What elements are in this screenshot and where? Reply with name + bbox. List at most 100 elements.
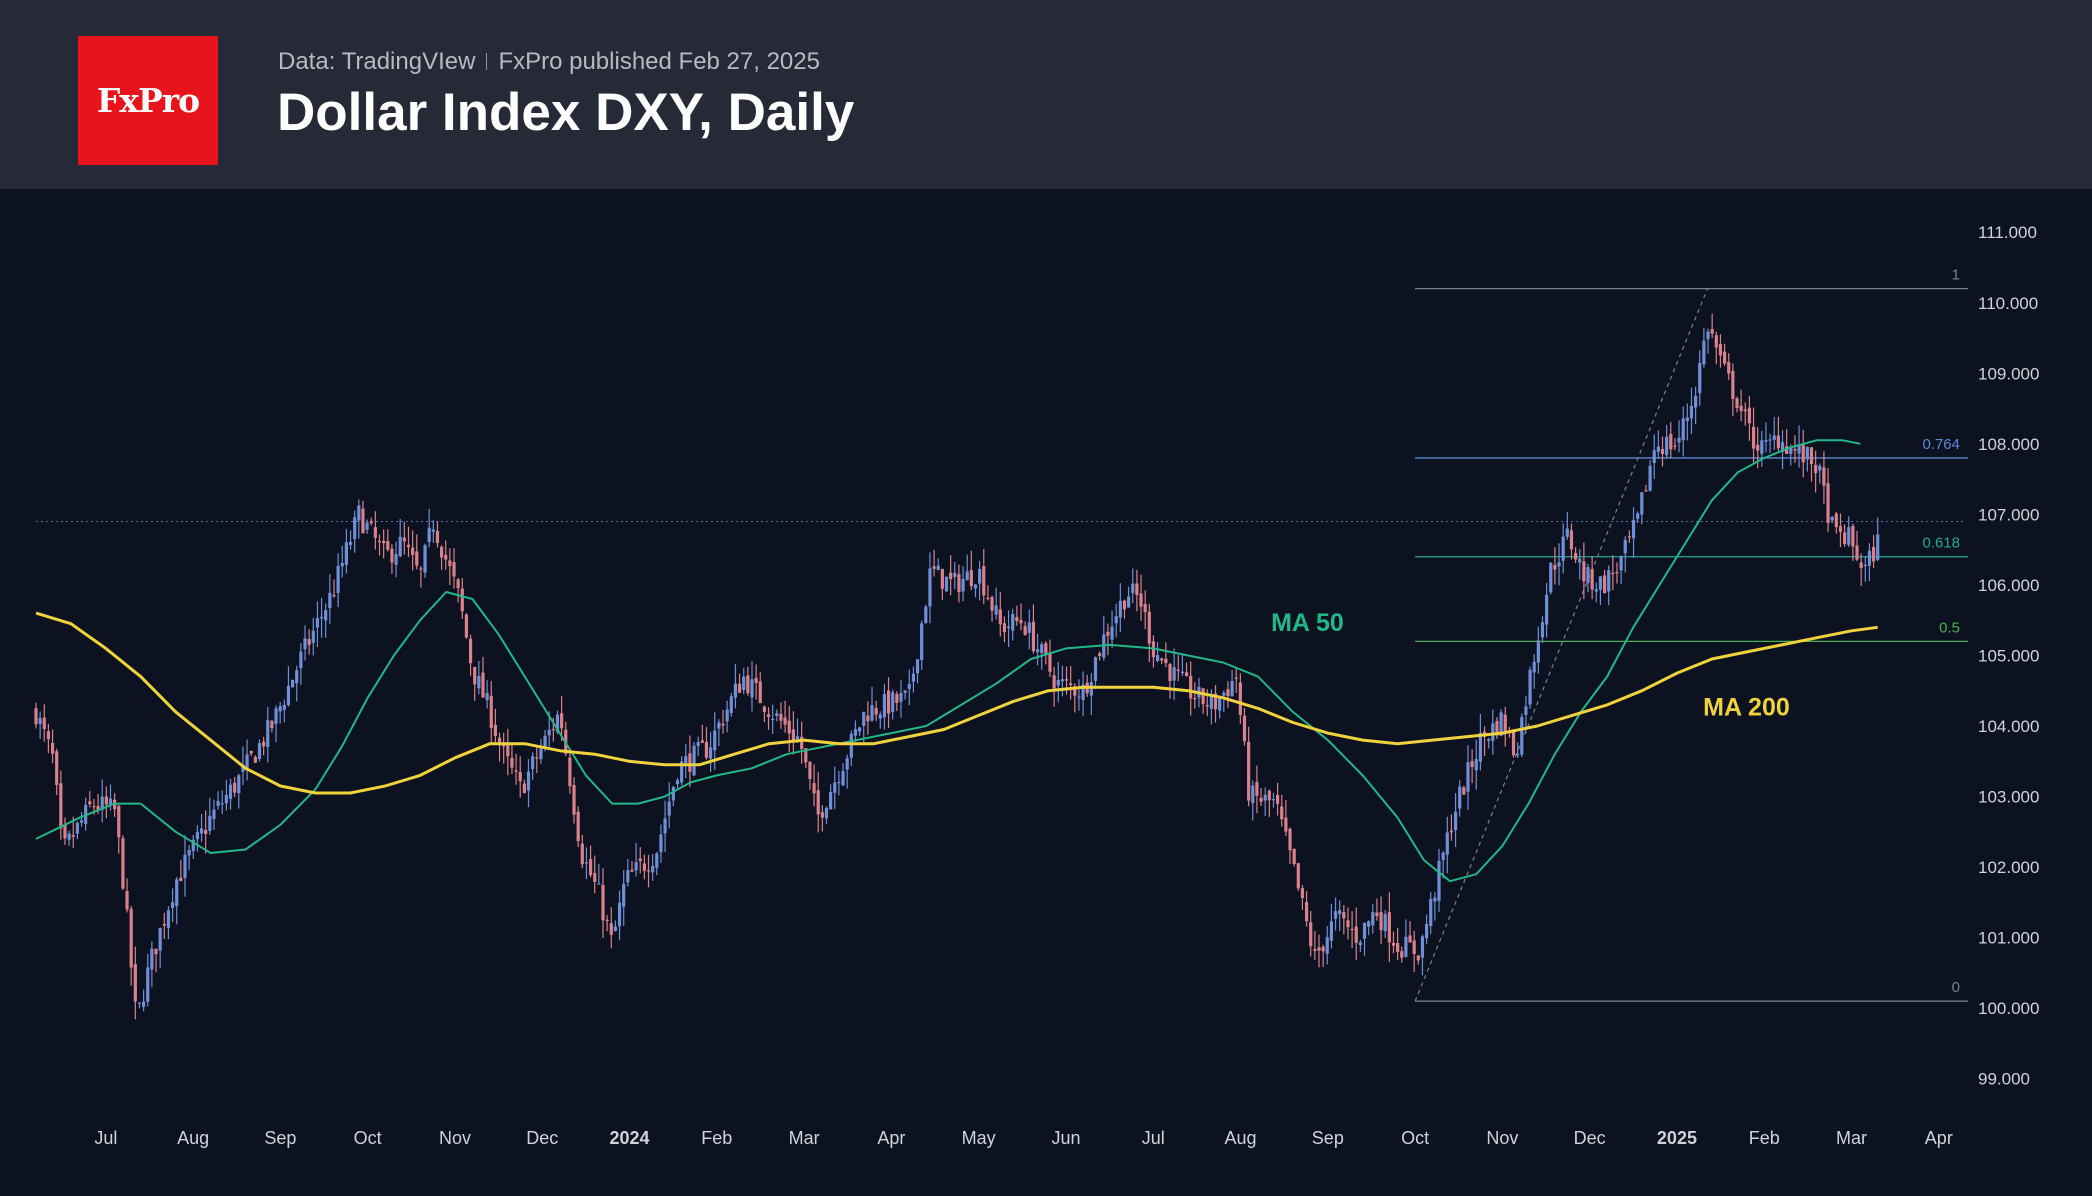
candle-body xyxy=(928,568,932,607)
candle-body xyxy=(42,717,46,730)
candle-body xyxy=(1052,675,1056,689)
x-tick-label: Oct xyxy=(1401,1128,1429,1148)
candle-body xyxy=(1325,937,1329,954)
candle-body xyxy=(808,761,812,779)
candle-body xyxy=(526,771,531,791)
candle-body xyxy=(402,537,406,542)
candle-body xyxy=(1656,446,1660,452)
candle-body xyxy=(1814,464,1818,474)
candle-body xyxy=(895,694,899,704)
chart-title: Dollar Index DXY, Daily xyxy=(277,83,855,142)
candle-body xyxy=(415,551,419,566)
candle-body xyxy=(394,554,398,565)
candle-body xyxy=(1093,657,1098,681)
candle-body xyxy=(787,720,791,734)
ma200-line xyxy=(35,611,1878,795)
candle-body xyxy=(1193,697,1197,700)
candle-body xyxy=(431,529,435,532)
candle-body xyxy=(597,883,601,885)
candle-body xyxy=(419,568,423,570)
candle-body xyxy=(766,714,771,717)
candle-body xyxy=(170,902,175,909)
y-tick-label: 106.000 xyxy=(1978,576,2039,595)
x-tick-label: Mar xyxy=(1836,1128,1867,1148)
candle-body xyxy=(1048,652,1052,672)
candle-body xyxy=(1400,951,1404,958)
candle-body xyxy=(746,675,750,694)
candle-body xyxy=(253,756,257,763)
candle-body xyxy=(1474,759,1478,771)
candle-body xyxy=(129,908,133,968)
candle-body xyxy=(278,706,282,712)
candle-body xyxy=(1731,370,1735,399)
candle-body xyxy=(622,883,626,907)
candle-body xyxy=(1685,417,1689,422)
candle-body xyxy=(1222,692,1226,696)
candle-body xyxy=(539,748,543,760)
candle-body xyxy=(978,568,982,584)
candle-body xyxy=(1785,446,1789,454)
candle-body xyxy=(1081,684,1085,700)
candle-body xyxy=(468,638,473,664)
candle-body xyxy=(638,858,642,862)
candle-body xyxy=(580,843,584,865)
candle-body xyxy=(1565,528,1569,537)
candle-body xyxy=(634,862,638,871)
candle-body xyxy=(1495,721,1499,736)
candle-body xyxy=(1549,562,1553,593)
candle-body xyxy=(588,859,593,876)
candle-body xyxy=(651,866,655,873)
candle-body xyxy=(1718,343,1723,356)
candle-body xyxy=(1648,465,1652,491)
candle-body xyxy=(262,741,266,747)
candle-body xyxy=(584,862,589,864)
candle-body xyxy=(286,685,291,706)
candle-body xyxy=(812,783,816,794)
candle-body xyxy=(282,704,286,710)
candle-body xyxy=(1429,898,1433,926)
candle-body xyxy=(1346,920,1350,928)
candle-body xyxy=(617,902,622,927)
candle-body xyxy=(237,775,241,794)
candle-body xyxy=(34,708,38,725)
candle-body xyxy=(460,588,464,612)
candle-body xyxy=(771,718,775,721)
candle-body xyxy=(1098,653,1102,656)
candle-body xyxy=(522,783,526,794)
candle-body xyxy=(1164,658,1168,664)
candle-body xyxy=(1487,739,1491,741)
candle-body xyxy=(1867,550,1872,566)
candle-body xyxy=(1040,644,1044,654)
candle-body xyxy=(543,735,547,747)
candle-body xyxy=(1669,433,1673,450)
candle-body xyxy=(576,811,580,842)
candle-body xyxy=(1516,754,1520,756)
candle-body xyxy=(1851,526,1855,547)
candle-body xyxy=(1350,928,1354,931)
candle-body xyxy=(547,729,551,736)
candle-body xyxy=(750,679,754,698)
candle-body xyxy=(1706,331,1710,340)
candle-body xyxy=(1847,527,1851,545)
candle-body xyxy=(1118,600,1122,618)
candle-body xyxy=(1408,935,1412,943)
candle-body xyxy=(183,854,187,878)
candle-body xyxy=(1226,689,1230,697)
candle-body xyxy=(1002,623,1007,633)
candle-body xyxy=(245,754,249,769)
header-bar: FxPro Data: TradingVIew FxPro published F… xyxy=(0,0,2092,189)
candle-body xyxy=(133,964,137,1002)
candle-body xyxy=(1064,679,1069,681)
candle-body xyxy=(1023,626,1027,635)
candle-body xyxy=(1247,741,1251,801)
candle-body xyxy=(911,673,916,682)
candle-body xyxy=(1652,450,1656,463)
candle-body xyxy=(166,910,171,928)
candle-body xyxy=(1300,888,1305,899)
price-chart[interactable]: 111.000 110.000 109.000 108.000 107.000 106.0… xyxy=(0,189,2092,1196)
candle-body xyxy=(696,742,700,746)
candle-body xyxy=(1354,926,1358,943)
candle-body xyxy=(1524,706,1528,715)
candle-body xyxy=(324,610,328,621)
candle-body xyxy=(1180,671,1185,674)
